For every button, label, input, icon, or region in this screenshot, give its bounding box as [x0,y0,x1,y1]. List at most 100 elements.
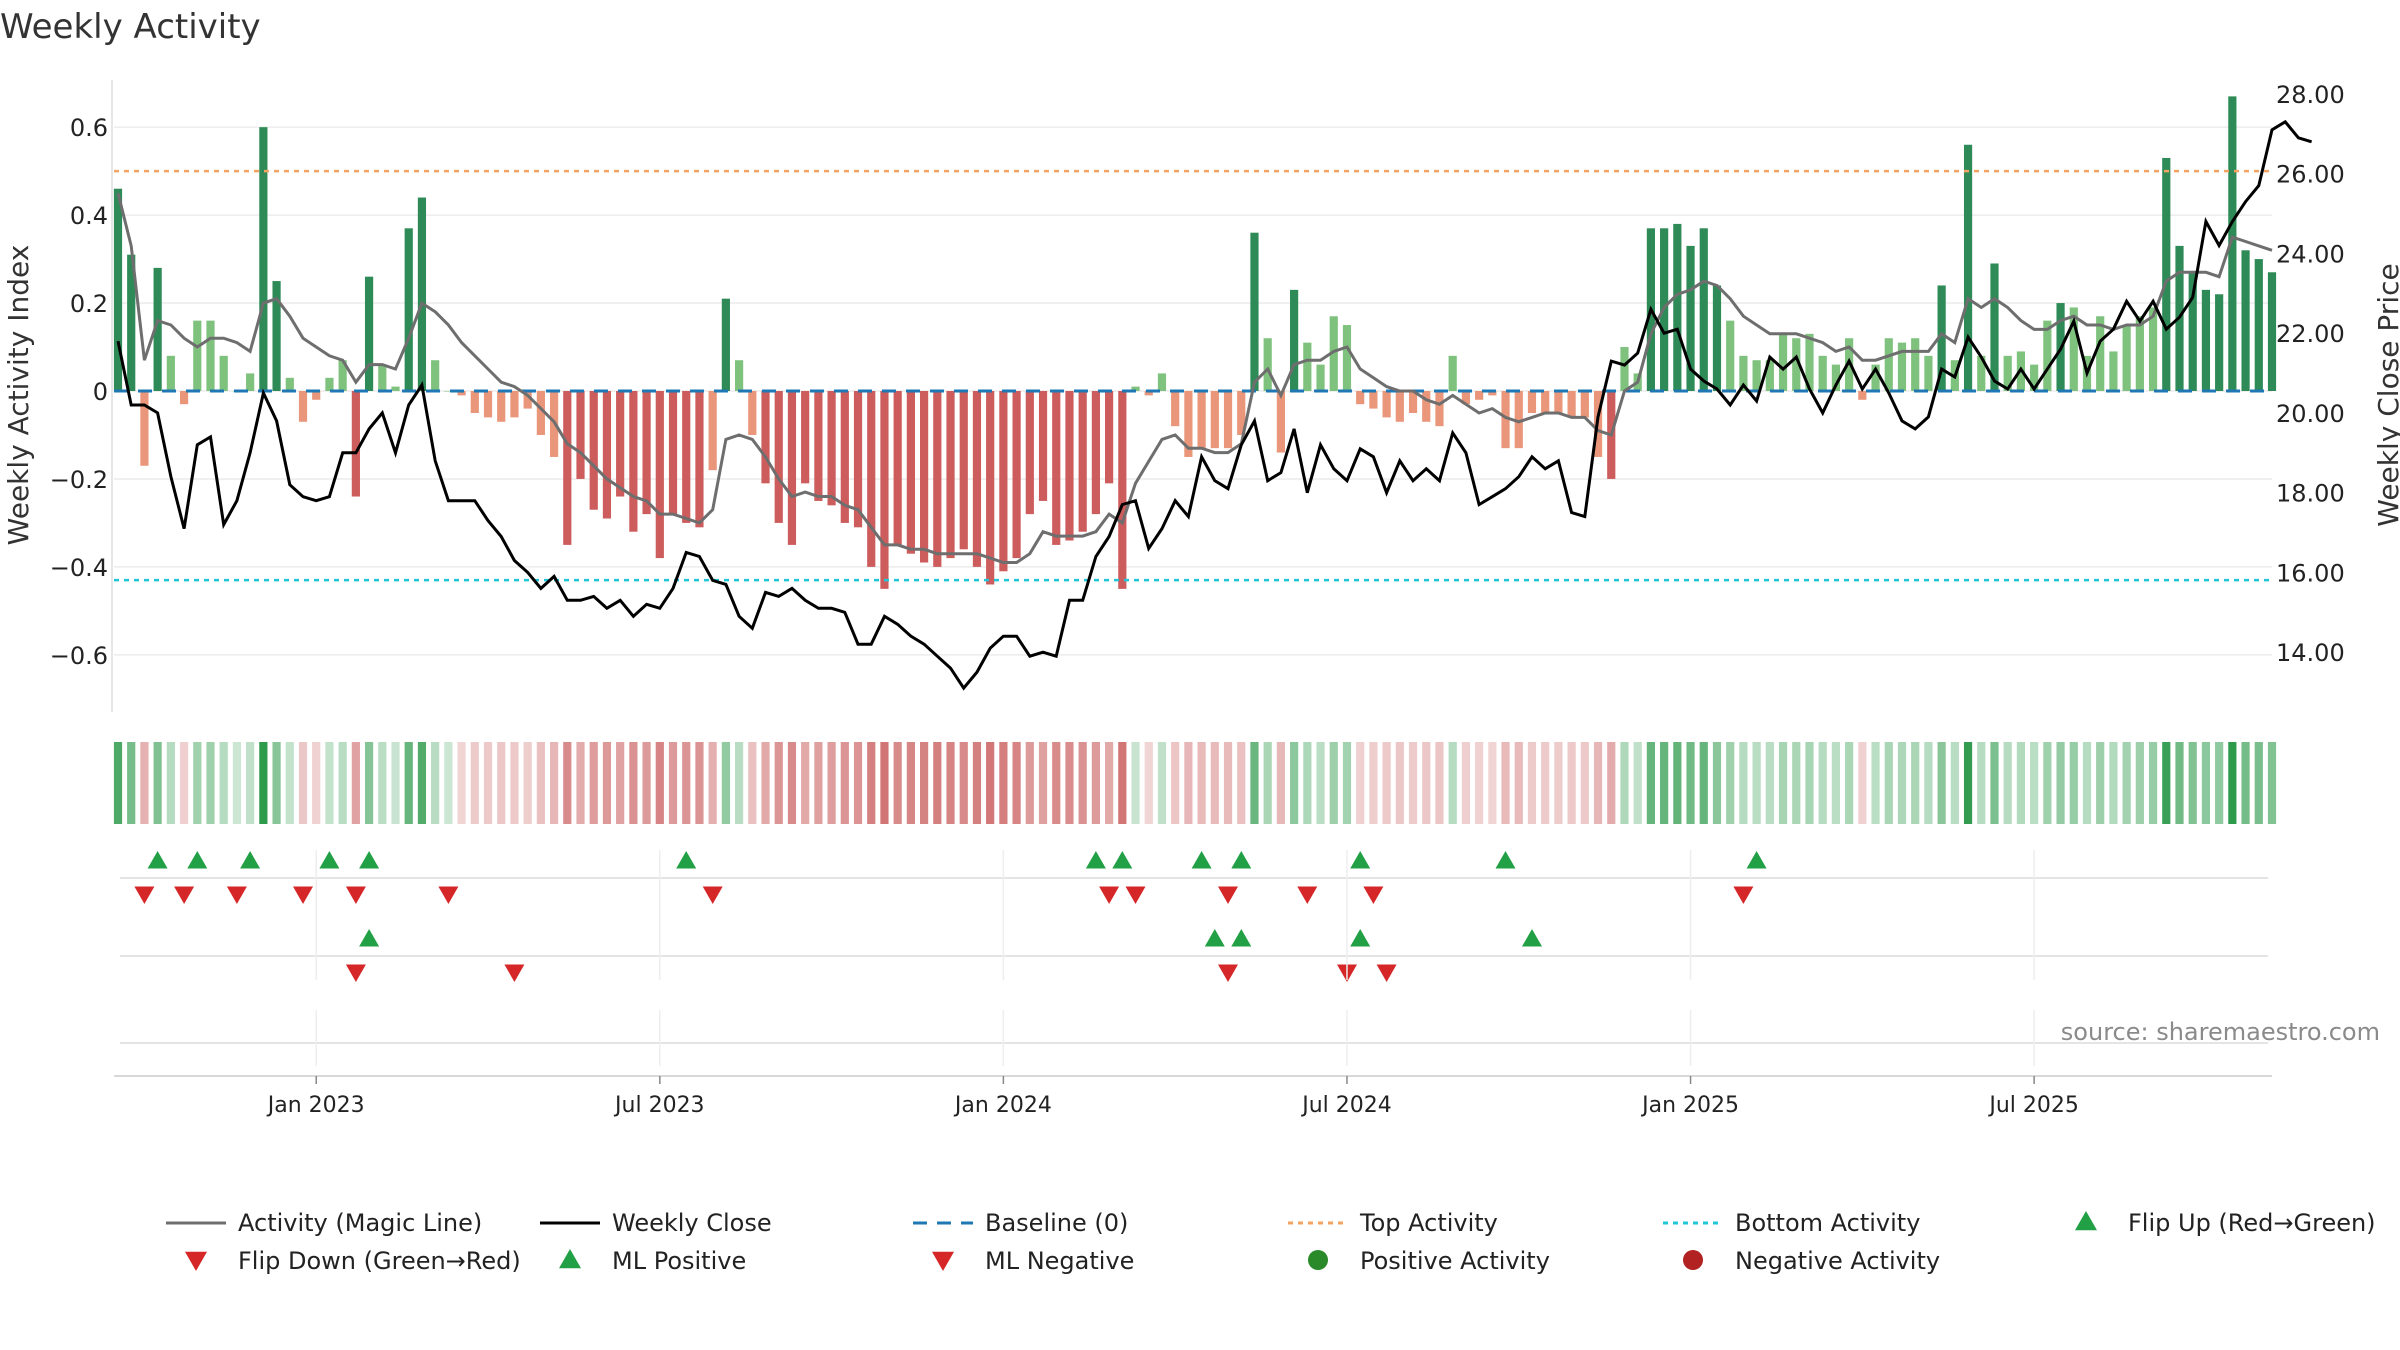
heat-cell [2201,742,2211,824]
heat-cell [1316,742,1325,824]
activity-bar [682,391,691,523]
heat-cell [946,742,955,824]
activity-bar [1541,391,1550,413]
y-tick-label: 0.6 [70,114,108,142]
flip-up-marker [240,851,261,869]
y2-tick-label: 22.00 [2276,320,2345,348]
y2-tick-label: 26.00 [2276,161,2345,189]
flip-down-marker [1125,886,1146,904]
heat-cell [140,742,149,824]
heat-cell [153,742,162,824]
activity-bar [602,391,612,519]
heat-cell [1197,742,1206,824]
heat-cell [1752,742,1761,824]
legend-swatch [1683,1250,1703,1270]
flip-down-marker [134,886,155,904]
flip-up-marker [319,851,340,869]
signal-markers [120,851,2268,1044]
activity-bar [536,391,545,435]
activity-bar [946,391,955,559]
activity-bar [761,391,770,484]
activity-bar [1131,386,1140,391]
heat-cell [1831,742,1841,824]
activity-bar [1250,232,1259,391]
heat-cell [801,742,810,824]
activity-bar [1197,391,1206,449]
heat-cell [972,742,982,824]
heat-cell [787,742,797,824]
activity-bar [1105,391,1114,484]
heat-cell [1356,742,1365,824]
activity-bar [1118,391,1127,589]
heat-cell [404,742,413,824]
heat-cell [576,742,585,824]
activity-bar [2030,364,2039,391]
heat-cell [127,742,136,824]
activity-bar [972,391,982,567]
heat-cell [2082,742,2092,824]
heat-cell [695,742,704,824]
flip-up-marker [187,851,208,869]
y2-tick-label: 20.00 [2276,400,2345,428]
activity-bar [431,360,440,391]
heat-cell [959,742,968,824]
activity-bar [2109,351,2118,391]
activity-bar [721,298,730,391]
heat-cell [1580,742,1589,824]
heat-cell [431,742,440,824]
flip-down-marker [293,886,313,904]
activity-bar [1805,333,1814,391]
activity-bar [1977,355,1986,391]
activity-bar [1778,333,1788,391]
heat-cell [2030,742,2039,824]
activity-bar [1858,391,1867,400]
heat-cell [2069,742,2078,824]
x-tick-label: Jan 2024 [953,1093,1052,1118]
heat-cell [2267,742,2277,824]
heat-cell [1131,742,1140,824]
flip-up-marker [1112,851,1133,869]
heat-cell [1144,742,1153,824]
activity-bar [1144,391,1153,396]
heat-cell [920,742,929,824]
activity-bar [338,360,347,391]
activity-bar [867,391,876,567]
heat-cell [1369,742,1378,824]
y2-tick-label: 18.00 [2276,480,2345,508]
activity-bar [959,391,968,550]
activity-bar [1316,364,1325,391]
heat-cell [193,742,202,824]
heat-cell [1884,742,1893,824]
activity-bar [483,391,493,418]
flip-down-marker [1099,886,1120,904]
ml-positive-marker [1231,929,1252,947]
heat-cell [1052,742,1061,824]
heat-cell [1607,742,1616,824]
heat-cell [417,742,427,824]
heat-cell [113,742,123,824]
activity-bar [1461,391,1470,405]
heat-cell [1514,742,1523,824]
activity-bar [1422,391,1431,422]
activity-bar [642,391,651,515]
heat-cell [1660,742,1669,824]
activity-bar [1078,391,1087,532]
flip-down-marker [345,886,366,904]
activity-bar [140,391,149,466]
activity-bar [695,391,704,528]
heat-cell [2215,742,2224,824]
activity-bar [734,360,744,391]
heat-cell [232,742,242,824]
heat-cell [893,742,902,824]
activity-bar [378,364,387,391]
flip-down-marker [1733,886,1754,904]
heat-cell [444,742,453,824]
heat-cell [1290,742,1299,824]
activity-heat-strip [113,742,2277,824]
activity-bar [298,391,308,422]
heat-cell [1593,742,1603,824]
activity-bar [880,391,889,589]
activity-bar [2069,307,2078,391]
heat-cell [312,742,321,824]
activity-bar [589,391,598,510]
